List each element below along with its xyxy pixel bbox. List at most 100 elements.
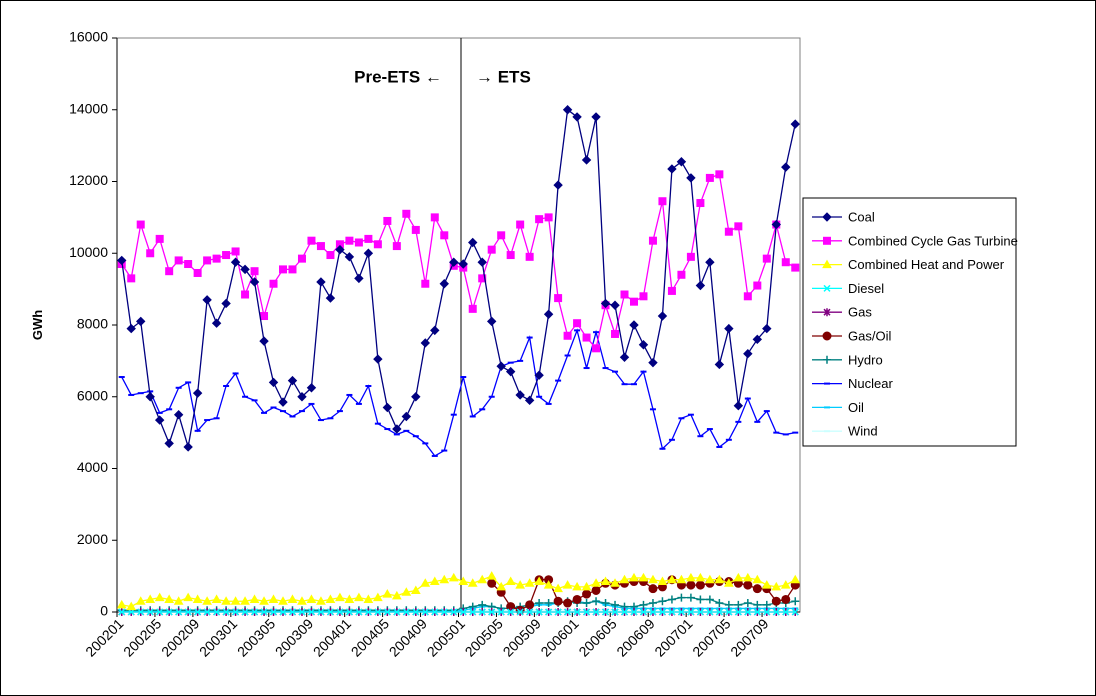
marker <box>336 608 344 616</box>
marker <box>307 608 315 616</box>
marker <box>241 290 250 299</box>
marker <box>420 578 431 587</box>
marker <box>468 304 477 313</box>
marker <box>724 600 733 609</box>
marker <box>450 608 458 616</box>
marker <box>761 580 772 589</box>
marker <box>733 572 744 582</box>
marker <box>449 257 459 267</box>
marker <box>687 608 695 616</box>
marker <box>791 597 800 606</box>
marker <box>164 438 174 449</box>
marker <box>524 578 535 587</box>
marker <box>762 323 772 334</box>
marker <box>251 608 259 616</box>
marker <box>696 199 705 208</box>
marker <box>486 316 497 327</box>
marker <box>592 597 601 606</box>
marker <box>592 344 601 353</box>
marker <box>562 105 573 115</box>
marker <box>715 599 724 608</box>
marker <box>420 338 431 348</box>
marker <box>742 572 753 582</box>
marker <box>743 292 752 301</box>
marker <box>250 267 259 276</box>
marker <box>601 599 610 608</box>
marker <box>515 580 526 589</box>
marker <box>345 236 354 245</box>
series <box>118 328 799 457</box>
marker <box>705 574 715 584</box>
marker <box>629 297 638 306</box>
marker <box>279 265 288 274</box>
marker <box>714 359 725 370</box>
marker <box>591 112 601 122</box>
marker <box>307 236 316 245</box>
marker <box>487 245 496 254</box>
marker <box>705 257 715 267</box>
marker <box>260 312 269 321</box>
marker <box>515 390 525 400</box>
marker <box>572 112 582 122</box>
marker <box>686 173 696 183</box>
marker <box>354 238 363 247</box>
marker <box>629 320 639 330</box>
marker <box>364 234 373 243</box>
marker <box>686 593 695 602</box>
marker <box>288 608 297 616</box>
legend-label: Gas <box>848 305 872 320</box>
marker <box>354 592 364 602</box>
marker <box>544 213 553 222</box>
legend-label: Diesel <box>848 281 884 296</box>
marker <box>478 274 487 283</box>
marker <box>287 375 298 386</box>
y-tick-label: 0 <box>100 603 108 619</box>
marker <box>790 574 801 584</box>
marker <box>175 608 183 616</box>
marker <box>269 608 278 616</box>
marker <box>752 574 763 584</box>
marker <box>373 354 383 364</box>
marker <box>240 264 250 275</box>
marker <box>344 252 355 262</box>
marker <box>373 592 383 602</box>
marker <box>715 170 724 179</box>
marker <box>193 268 202 277</box>
marker <box>648 599 657 608</box>
marker <box>781 594 791 604</box>
marker <box>592 608 600 616</box>
marker <box>116 599 127 609</box>
marker <box>791 263 800 272</box>
marker <box>260 608 268 616</box>
annotation-ets: → ETS <box>476 67 531 86</box>
marker <box>752 334 763 345</box>
marker <box>392 242 401 251</box>
marker <box>202 295 212 305</box>
marker <box>402 209 411 218</box>
marker <box>221 596 231 605</box>
series <box>116 571 801 611</box>
legend-label: Combined Cycle Gas Turbine <box>848 233 1018 248</box>
marker <box>278 397 288 407</box>
marker <box>525 600 535 610</box>
marker <box>822 259 832 269</box>
marker <box>126 601 137 611</box>
marker <box>297 392 307 402</box>
marker <box>724 323 734 334</box>
marker <box>374 608 382 616</box>
marker <box>192 594 203 603</box>
marker <box>467 578 478 587</box>
marker <box>354 273 364 284</box>
marker <box>478 608 486 616</box>
marker <box>563 598 573 608</box>
marker <box>298 608 306 616</box>
marker <box>383 216 392 225</box>
marker <box>696 608 704 616</box>
marker <box>676 574 687 584</box>
marker <box>572 594 582 604</box>
marker <box>791 608 799 616</box>
marker <box>410 585 421 594</box>
y-tick-label: 12000 <box>69 172 108 188</box>
marker <box>194 608 202 616</box>
